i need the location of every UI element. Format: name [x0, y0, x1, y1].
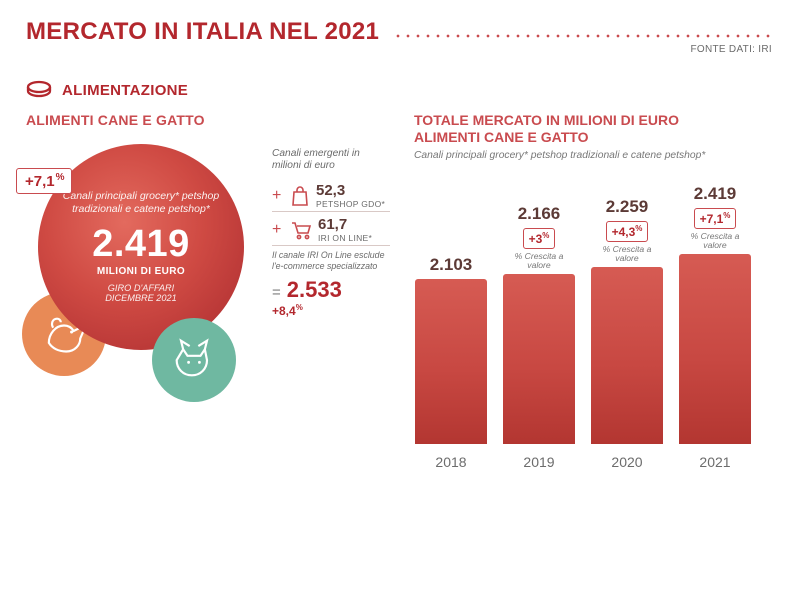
emerging-value: 52,3 [316, 182, 385, 199]
emerging-note: Il canale IRI On Line esclude l'e-commer… [272, 250, 390, 270]
cat-icon [168, 332, 220, 389]
emerging-value: 61,7 [318, 216, 372, 233]
bar-chart: 2.103 2018 2.166 +3% % Crescita a valore 2019… [414, 170, 774, 470]
bar-growth-badge: +4,3% [606, 221, 649, 242]
growth-value: +8,4 [272, 304, 296, 318]
bar-year: 2019 [523, 454, 554, 470]
bar-year: 2018 [435, 454, 466, 470]
header: MERCATO IN ITALIA NEL 2021 [26, 18, 774, 46]
bar-column: 2.166 +3% % Crescita a valore 2019 [502, 204, 576, 470]
emerging-text: 52,3 PETSHOP GDO* [316, 182, 385, 209]
right-panel: TOTALE MERCATO IN MILIONI DI EURO ALIMEN… [414, 112, 774, 470]
bar [591, 267, 663, 444]
page: MERCATO IN ITALIA NEL 2021 FONTE DATI: I… [0, 0, 800, 600]
bar-value: 2.166 [518, 204, 561, 224]
chart-title: TOTALE MERCATO IN MILIONI DI EURO ALIMEN… [414, 112, 774, 146]
bag-icon [290, 185, 310, 207]
bowl-icon [26, 80, 52, 100]
emerging-text: 61,7 IRI ON LINE* [318, 216, 372, 243]
emerging-row: + 61,7 IRI ON LINE* [272, 212, 390, 246]
emerging-title: Canali emergenti in milioni di euro [272, 148, 390, 172]
bar-column: 2.259 +4,3% % Crescita a valore 2020 [590, 197, 664, 470]
bar-growth-label: % Crescita a valore [502, 252, 576, 270]
bar-value: 2.259 [606, 197, 649, 217]
bar-growth-label: % Crescita a valore [678, 232, 752, 250]
left-panel: ALIMENTI CANE E GATTO +7,1% Canali princ… [26, 112, 390, 470]
page-title: MERCATO IN ITALIA NEL 2021 [26, 18, 379, 46]
bar-value: 2.419 [694, 184, 737, 204]
section-header: ALIMENTAZIONE [26, 80, 774, 100]
plus-icon: + [272, 187, 284, 205]
bubble-area: +7,1% Canali principali grocery* petshop… [32, 138, 262, 398]
growth-value: +7,1 [25, 173, 55, 190]
bubble-value: 2.419 [92, 223, 190, 266]
bar-growth-badge: +3% [523, 228, 556, 249]
chart-subtitle: Canali principali grocery* petshop tradi… [414, 150, 774, 162]
bubble-desc: Canali principali grocery* petshop tradi… [58, 190, 224, 216]
bar-growth-label: % Crescita a valore [590, 245, 664, 263]
emerging-label: PETSHOP GDO* [316, 199, 385, 209]
bar [415, 279, 487, 444]
content-columns: ALIMENTI CANE E GATTO +7,1% Canali princ… [26, 112, 774, 470]
cat-circle [152, 318, 236, 402]
bar-column: 2.103 2018 [414, 255, 488, 470]
main-growth-badge: +7,1% [16, 168, 72, 194]
pct-symbol: % [296, 303, 303, 312]
emerging-total: = 2.533 [272, 277, 390, 303]
bar-year: 2021 [699, 454, 730, 470]
bubble-footnote: GIRO D'AFFARI DICEMBRE 2021 [105, 283, 177, 304]
bubble-unit: MILIONI DI EURO [97, 266, 185, 277]
bar-column: 2.419 +7,1% % Crescita a valore 2021 [678, 184, 752, 470]
bar [503, 274, 575, 444]
emerging-total-value: 2.533 [287, 277, 342, 303]
header-dots [393, 33, 774, 39]
bar-year: 2020 [611, 454, 642, 470]
emerging-row: + 52,3 PETSHOP GDO* [272, 178, 390, 212]
equals-icon: = [272, 284, 281, 301]
data-source: FONTE DATI: IRI [690, 44, 772, 55]
emerging-channels: Canali emergenti in milioni di euro + 52… [272, 148, 390, 318]
bar [679, 254, 751, 444]
emerging-total-growth: +8,4% [272, 303, 390, 318]
plus-icon: + [272, 221, 284, 239]
emerging-label: IRI ON LINE* [318, 233, 372, 243]
pct-symbol: % [56, 172, 65, 183]
bar-growth-badge: +7,1% [694, 208, 737, 229]
section-title: ALIMENTAZIONE [62, 82, 188, 99]
left-subtitle: ALIMENTI CANE E GATTO [26, 112, 390, 128]
bar-value: 2.103 [430, 255, 473, 275]
cart-icon [290, 220, 312, 240]
